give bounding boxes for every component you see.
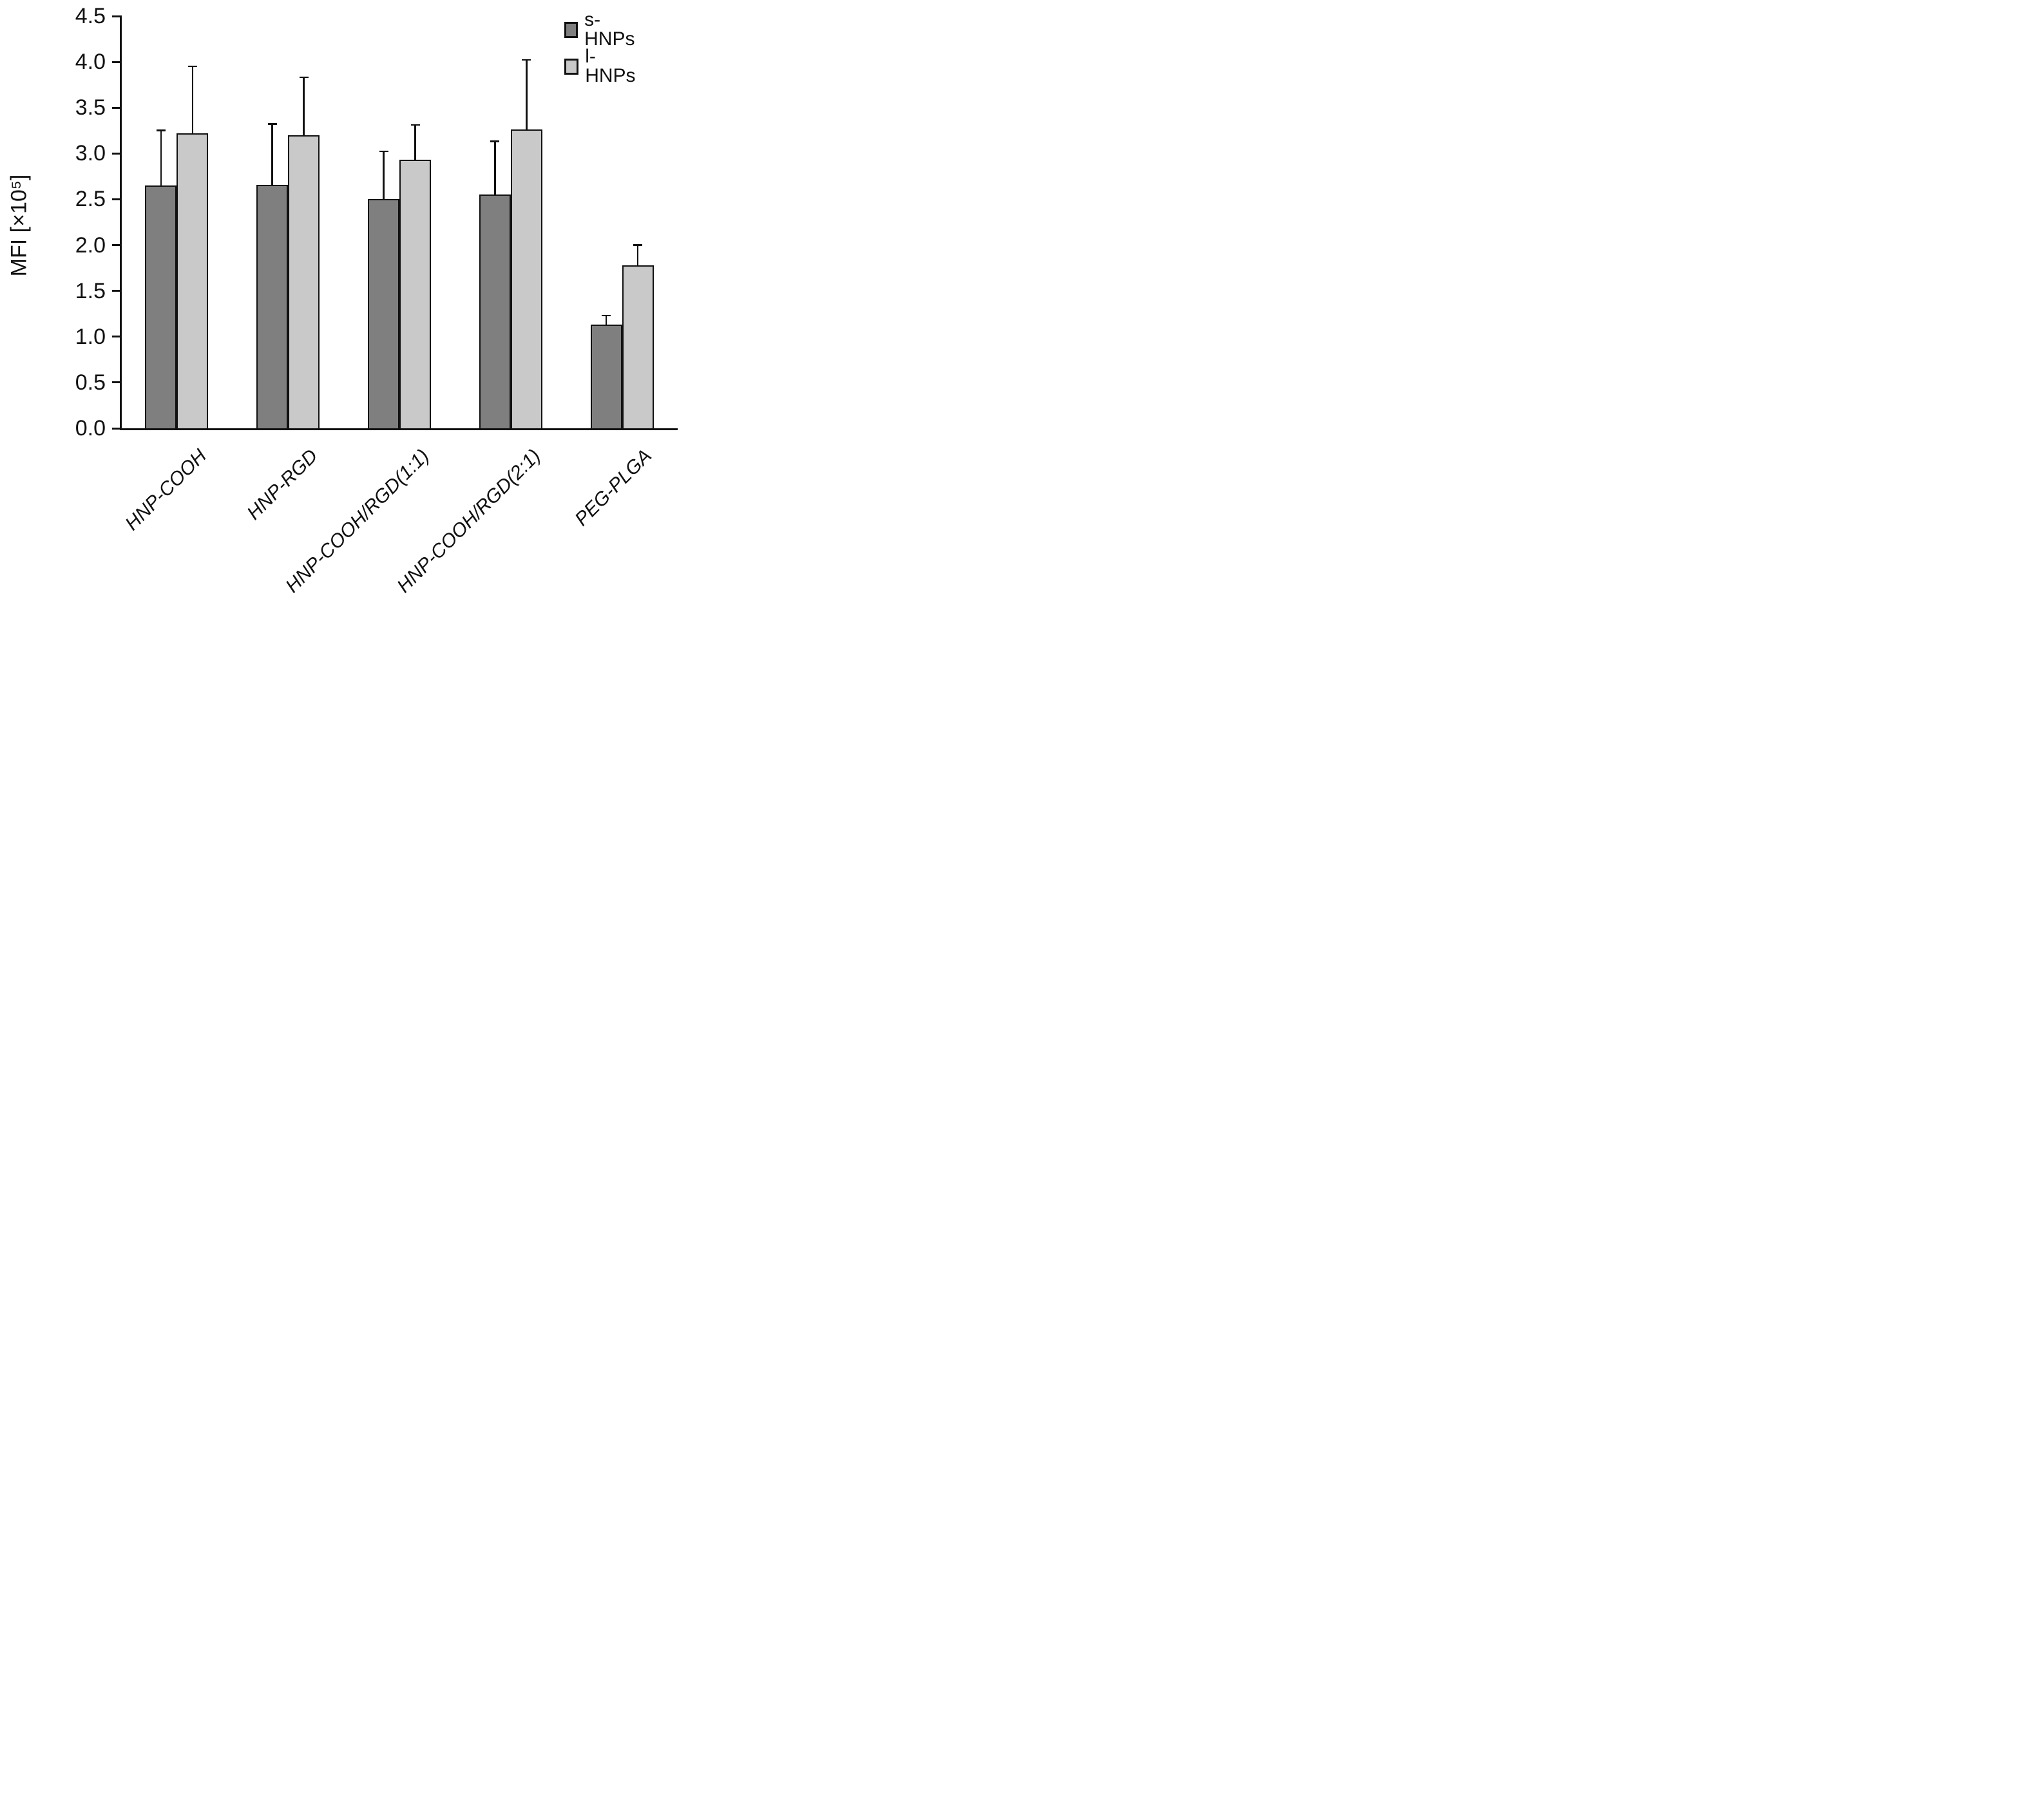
legend-item-l-HNPs: l-HNPs bbox=[564, 47, 637, 86]
y-tick-label: 1.0 bbox=[75, 324, 106, 349]
y-tick-mark bbox=[112, 198, 120, 200]
y-tick-label: 4.5 bbox=[75, 4, 106, 28]
y-tick-mark bbox=[112, 106, 120, 109]
bar-l-HNPs bbox=[177, 133, 209, 430]
bar-s-HNPs bbox=[256, 184, 289, 430]
y-tick-label: 3.5 bbox=[75, 95, 106, 120]
x-axis-label: PEG-PLGA bbox=[571, 445, 656, 531]
y-axis-line bbox=[120, 15, 122, 430]
legend-label: s-HNPs bbox=[584, 9, 635, 50]
error-bar-stem bbox=[494, 141, 496, 195]
error-bar-cap bbox=[299, 76, 309, 79]
error-bar-cap bbox=[490, 140, 500, 142]
bar-l-HNPs bbox=[399, 160, 431, 430]
bar-s-HNPs bbox=[479, 194, 511, 430]
bar-chart-figure: MFI [×10⁵] 4.5 4.0 3.5 3.0 2.5 2.0 1.5 1.0 0.5 0.… bbox=[0, 0, 682, 601]
bar-s-HNPs bbox=[590, 325, 622, 430]
error-bar-stem bbox=[160, 130, 162, 186]
y-tick-mark bbox=[112, 152, 120, 155]
error-bar-cap bbox=[633, 244, 643, 246]
error-bar-cap bbox=[379, 150, 388, 153]
error-bar-stem bbox=[636, 245, 639, 265]
y-tick-label: 2.0 bbox=[75, 232, 106, 258]
x-axis-label: HNP-COOH bbox=[121, 445, 211, 535]
error-bar-stem bbox=[303, 77, 305, 135]
y-tick-label: 3.0 bbox=[75, 141, 106, 166]
legend-item-s-HNPs: s-HNPs bbox=[564, 10, 637, 49]
y-tick-mark bbox=[112, 15, 120, 17]
bar-l-HNPs bbox=[288, 135, 320, 430]
error-bar-cap bbox=[522, 59, 531, 61]
error-bar-cap bbox=[410, 124, 420, 126]
error-bar-stem bbox=[383, 151, 385, 200]
error-bar-stem bbox=[414, 125, 416, 160]
error-bar-cap bbox=[156, 129, 166, 131]
y-tick-mark bbox=[112, 381, 120, 384]
y-tick-label: 0.5 bbox=[75, 370, 106, 395]
y-tick-label: 2.5 bbox=[75, 187, 106, 212]
bar-s-HNPs bbox=[368, 199, 399, 430]
y-tick-mark bbox=[112, 336, 120, 338]
plot-area: 4.5 4.0 3.5 3.0 2.5 2.0 1.5 1.0 0.5 0.0 HNP-COOH H… bbox=[0, 0, 682, 601]
y-tick-label: 1.5 bbox=[75, 278, 106, 303]
y-tick-label: 0.0 bbox=[75, 416, 106, 441]
y-tick-mark bbox=[112, 290, 120, 292]
error-bar-stem bbox=[605, 316, 607, 325]
error-bar-stem bbox=[191, 66, 194, 134]
y-tick-mark bbox=[112, 244, 120, 247]
y-tick-mark bbox=[112, 427, 120, 430]
error-bar-cap bbox=[267, 123, 277, 125]
y-tick-label: 4.0 bbox=[75, 50, 106, 75]
y-tick-mark bbox=[112, 61, 120, 63]
legend-swatch-s-HNPs bbox=[564, 21, 578, 38]
legend-swatch-l-HNPs bbox=[564, 58, 579, 75]
error-bar-stem bbox=[526, 60, 528, 130]
bar-s-HNPs bbox=[145, 185, 177, 430]
x-axis-label: HNP-RGD bbox=[243, 445, 322, 524]
bar-l-HNPs bbox=[622, 265, 654, 430]
error-bar-cap bbox=[187, 65, 197, 68]
bar-l-HNPs bbox=[510, 129, 542, 430]
legend-label: l-HNPs bbox=[585, 46, 636, 86]
error-bar-cap bbox=[602, 314, 611, 317]
error-bar-stem bbox=[271, 124, 273, 185]
